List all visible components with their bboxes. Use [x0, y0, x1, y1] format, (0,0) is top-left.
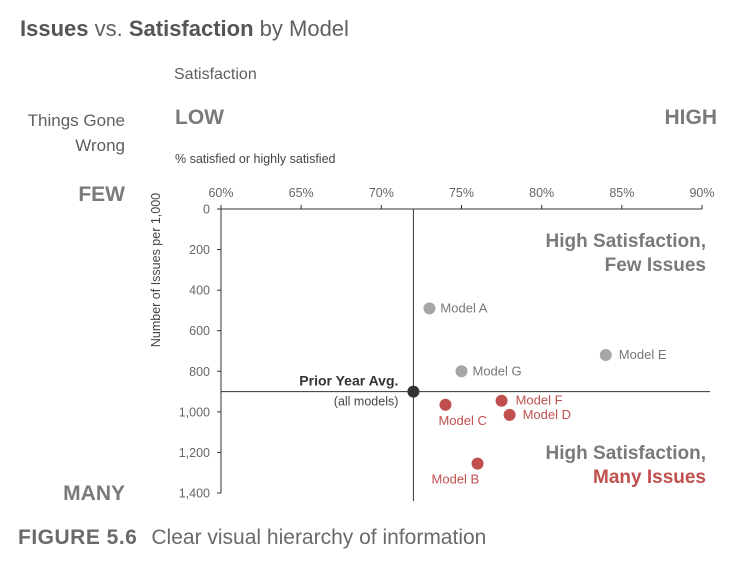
figure-number: FIGURE 5.6 — [18, 526, 138, 549]
y-tick-label: 0 — [203, 203, 210, 217]
point-label-model-a: Model A — [440, 300, 487, 315]
x-tick-label: 80% — [529, 186, 554, 200]
title-by-model: by Model — [253, 16, 349, 41]
things-gone-wrong-label-line1: Things Gone — [27, 111, 125, 130]
y-tick-label: 1,000 — [179, 405, 210, 419]
x-tick-label: 75% — [449, 186, 474, 200]
satisfaction-label: Satisfaction — [174, 66, 257, 83]
x-tick-label: 70% — [369, 186, 394, 200]
high-label: HIGH — [664, 106, 718, 129]
title-satisfaction: Satisfaction — [128, 16, 254, 41]
percent-satisfied-note: % satisfied or highly satisfied — [175, 152, 336, 166]
point-model-c — [439, 398, 452, 411]
figure-caption: FIGURE 5.6 Clear visual hierarchy of info… — [18, 526, 486, 550]
reference-point — [407, 385, 420, 398]
point-model-a — [423, 302, 436, 315]
x-tick-label: 65% — [289, 186, 314, 200]
reference-sublabel: (all models) — [334, 395, 399, 409]
low-label: LOW — [175, 106, 224, 129]
chart-title: Issues vs. Satisfaction by Model — [20, 16, 349, 42]
y-tick-label: 1,400 — [179, 487, 210, 501]
things-gone-wrong-label-line2: Wrong — [75, 136, 125, 155]
point-model-b — [471, 457, 484, 470]
title-vs: vs. — [88, 16, 129, 41]
y-tick-label: 600 — [189, 324, 210, 338]
y-tick-label: 800 — [189, 365, 210, 379]
annotation-top-line1: High Satisfaction, — [546, 231, 706, 252]
point-label-model-d: Model D — [523, 407, 571, 422]
y-axis-title: Number of Issues per 1,000 — [149, 193, 163, 347]
point-label-model-g: Model G — [473, 363, 522, 378]
x-tick-label: 90% — [689, 186, 714, 200]
y-tick-label: 1,200 — [179, 446, 210, 460]
point-model-g — [455, 365, 468, 378]
annotation-bottom-line1: High Satisfaction, — [546, 443, 706, 464]
point-label-model-c: Model C — [438, 413, 486, 428]
many-label: MANY — [63, 482, 125, 505]
point-model-e — [599, 349, 612, 362]
y-tick-label: 400 — [189, 284, 210, 298]
x-tick-label: 60% — [208, 186, 233, 200]
caption-text: Clear visual hierarchy of information — [151, 526, 487, 549]
point-model-d — [503, 408, 516, 421]
reference-label: Prior Year Avg. — [299, 373, 398, 389]
annotation-top-line2: Few Issues — [605, 255, 706, 276]
point-label-model-f: Model F — [516, 393, 563, 408]
title-issues: Issues — [20, 16, 89, 41]
few-label: FEW — [78, 183, 125, 206]
y-tick-label: 200 — [189, 243, 210, 257]
point-model-f — [495, 394, 508, 407]
point-label-model-e: Model E — [619, 347, 667, 362]
annotation-bottom-line2: Many Issues — [593, 467, 706, 488]
point-label-model-b: Model B — [432, 472, 480, 487]
x-tick-label: 85% — [609, 186, 634, 200]
